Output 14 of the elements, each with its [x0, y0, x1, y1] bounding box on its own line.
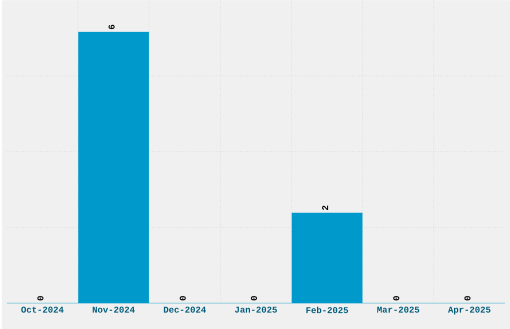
- data-label: 0: [393, 296, 400, 300]
- data-label: 6: [108, 24, 115, 30]
- x-tick-label: Nov-2024: [92, 306, 135, 313]
- x-tick-label: Dec-2024: [164, 306, 206, 313]
- data-label: 2: [322, 206, 328, 210]
- data-label: 0: [464, 296, 470, 300]
- x-tick-label: Feb-2025: [306, 306, 348, 314]
- data-label: 0: [37, 296, 44, 300]
- x-tick-label: Mar-2025: [377, 306, 420, 313]
- x-tick-label: Apr-2025: [448, 306, 490, 314]
- x-tick-label: Oct-2024: [21, 306, 64, 313]
- data-label: 0: [180, 296, 186, 300]
- x-tick-label: Jan-2025: [234, 306, 277, 313]
- data-label: 0: [250, 296, 257, 300]
